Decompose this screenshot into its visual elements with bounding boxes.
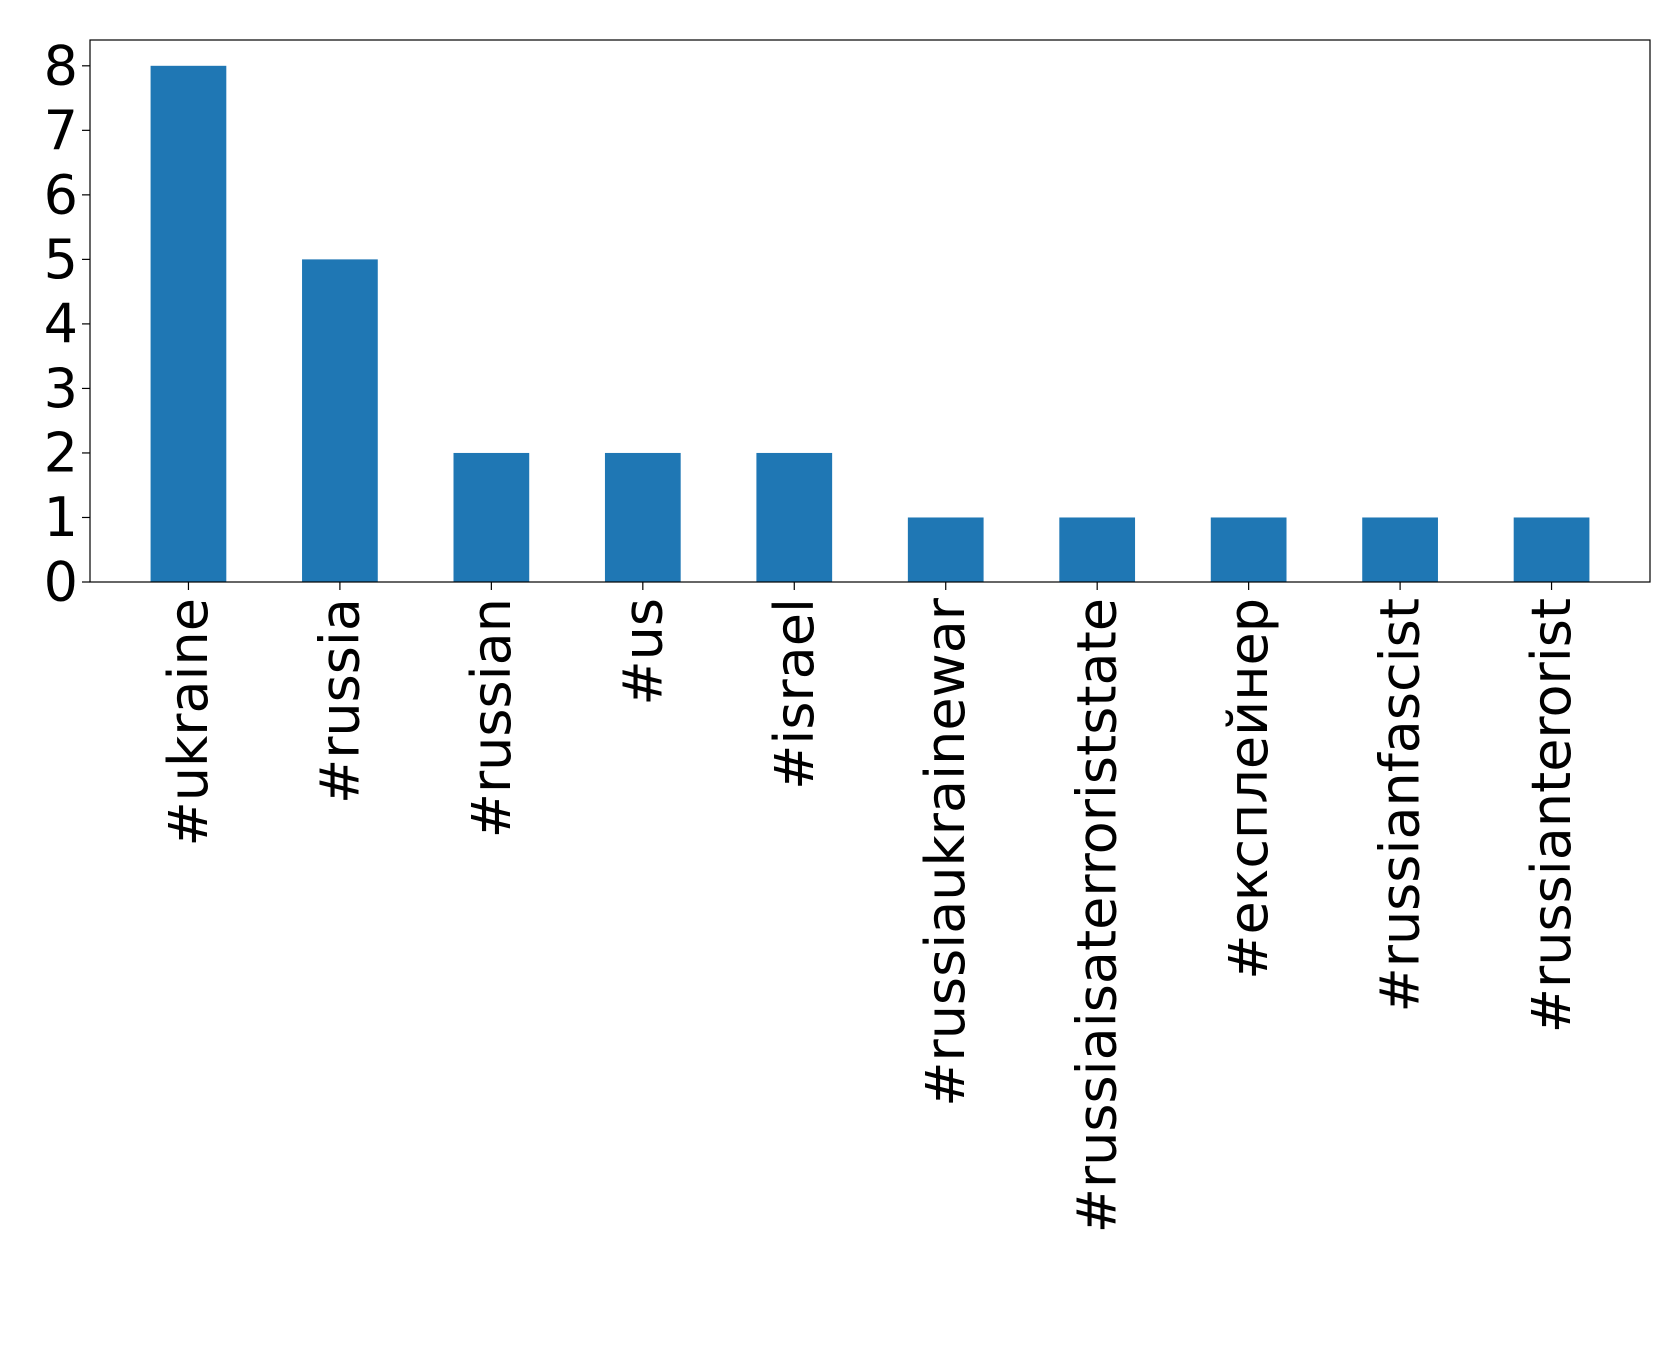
bar-russianterorist: [1513, 517, 1590, 582]
bar-russianfascist: [1362, 517, 1438, 582]
bar-russia: [302, 259, 378, 582]
y-tick-label-6: 6: [44, 163, 78, 226]
x-tick-label-russianfascist: #russianfascist: [1369, 598, 1432, 1013]
x-tick-label-israel: #israel: [763, 598, 826, 790]
bar-експлейнер: [1210, 517, 1287, 582]
y-tick-label-3: 3: [44, 357, 78, 420]
x-axis: #ukraine #russia #russian #us #israel #russia…: [157, 582, 1583, 1233]
bar-ukraine: [150, 65, 227, 582]
x-tick-label-russian: #russian: [460, 598, 523, 838]
y-tick-label-8: 8: [44, 34, 78, 97]
plot-frame: [89, 39, 1651, 583]
y-tick-label-1: 1: [44, 486, 78, 549]
x-tick-label-russiaukrainewar: #russiaukrainewar: [914, 597, 977, 1107]
x-tick-label-ukraine: #ukraine: [157, 598, 220, 846]
x-tick-label-russia: #russia: [308, 598, 371, 804]
bars-layer: [150, 65, 1590, 582]
bar-us: [604, 452, 681, 582]
bar-russian: [453, 452, 530, 582]
bar-russiaisaterroriststate: [1059, 517, 1136, 582]
y-tick-label-5: 5: [44, 228, 78, 291]
y-tick-label-0: 0: [44, 551, 78, 614]
bar-israel: [756, 452, 833, 582]
y-tick-label-2: 2: [44, 421, 78, 484]
x-tick-label-us: #us: [611, 598, 674, 706]
x-tick-label-експлейнер: #експлейнер: [1217, 598, 1280, 980]
y-tick-label-7: 7: [44, 99, 78, 162]
y-tick-label-4: 4: [44, 292, 78, 355]
x-tick-label-russiaisaterroriststate: #russiaisaterroriststate: [1066, 598, 1129, 1233]
x-tick-label-russianterorist: #russianterorist: [1520, 598, 1583, 1033]
bar-russiaukrainewar: [907, 517, 984, 582]
